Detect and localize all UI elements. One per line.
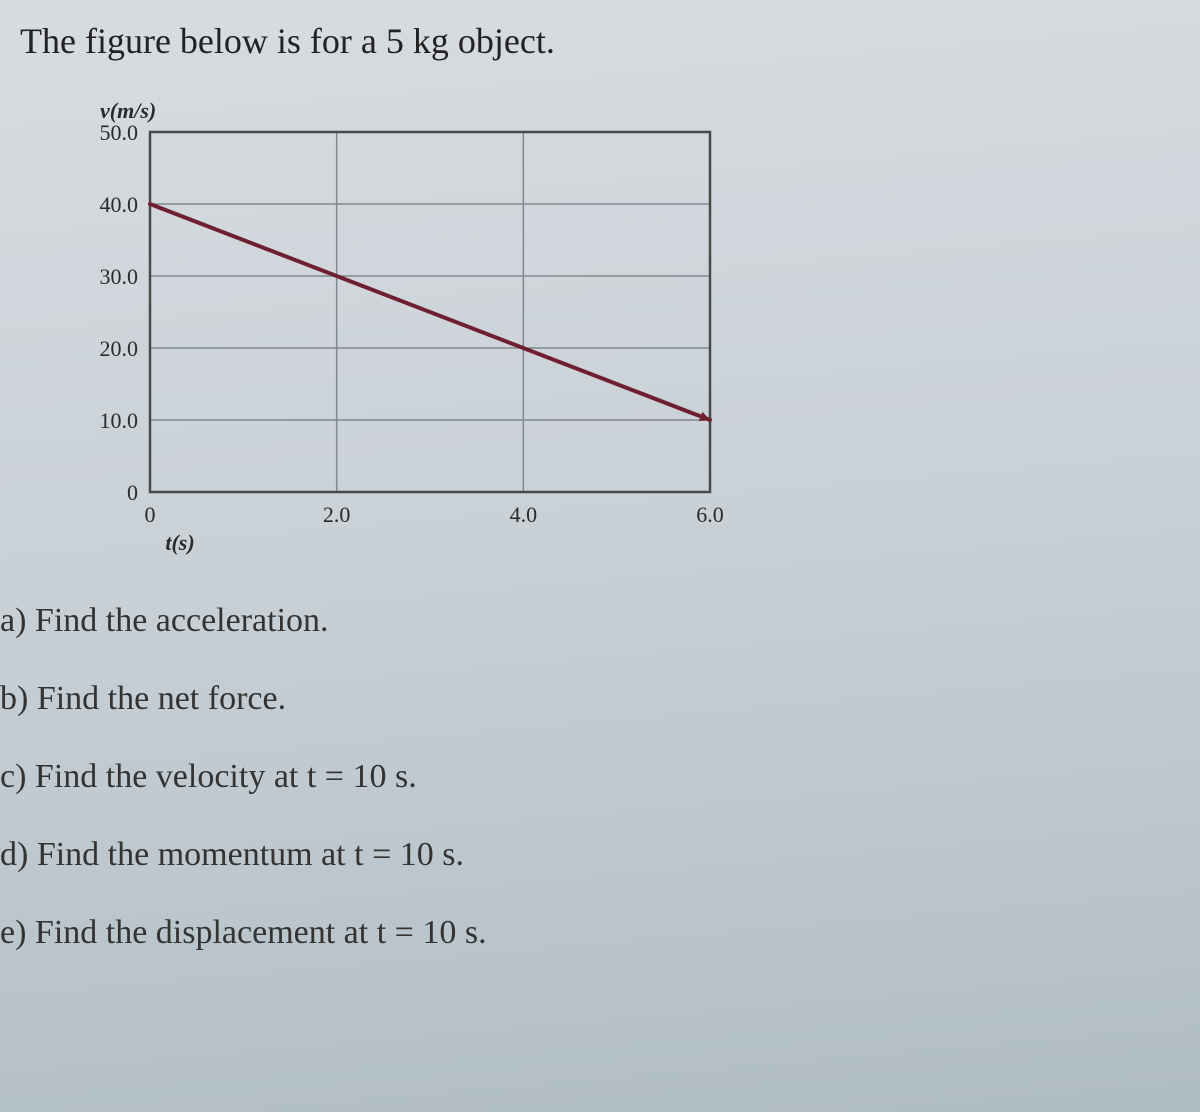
svg-text:20.0: 20.0 bbox=[100, 336, 139, 361]
svg-text:50.0: 50.0 bbox=[100, 120, 139, 145]
question-c: c) Find the velocity at t = 10 s. bbox=[0, 758, 1200, 796]
chart-container: v(m/s)50.040.030.020.010.0002.04.06.0t(s… bbox=[0, 92, 1200, 562]
svg-text:t(s): t(s) bbox=[165, 530, 194, 555]
question-a: a) Find the acceleration. bbox=[0, 602, 1200, 640]
svg-text:40.0: 40.0 bbox=[100, 192, 139, 217]
question-d: d) Find the momentum at t = 10 s. bbox=[0, 836, 1200, 874]
svg-text:30.0: 30.0 bbox=[100, 264, 139, 289]
intro-text: The figure below is for a 5 kg object. bbox=[0, 20, 1200, 62]
question-list: a) Find the acceleration. b) Find the ne… bbox=[0, 602, 1200, 952]
svg-text:10.0: 10.0 bbox=[100, 408, 139, 433]
question-e: e) Find the displacement at t = 10 s. bbox=[0, 914, 1200, 952]
svg-text:4.0: 4.0 bbox=[510, 502, 538, 527]
svg-text:0: 0 bbox=[145, 502, 156, 527]
question-b: b) Find the net force. bbox=[0, 680, 1200, 718]
svg-text:2.0: 2.0 bbox=[323, 502, 351, 527]
svg-text:6.0: 6.0 bbox=[696, 502, 724, 527]
svg-text:0: 0 bbox=[127, 480, 138, 505]
velocity-time-chart: v(m/s)50.040.030.020.010.0002.04.06.0t(s… bbox=[70, 92, 730, 562]
